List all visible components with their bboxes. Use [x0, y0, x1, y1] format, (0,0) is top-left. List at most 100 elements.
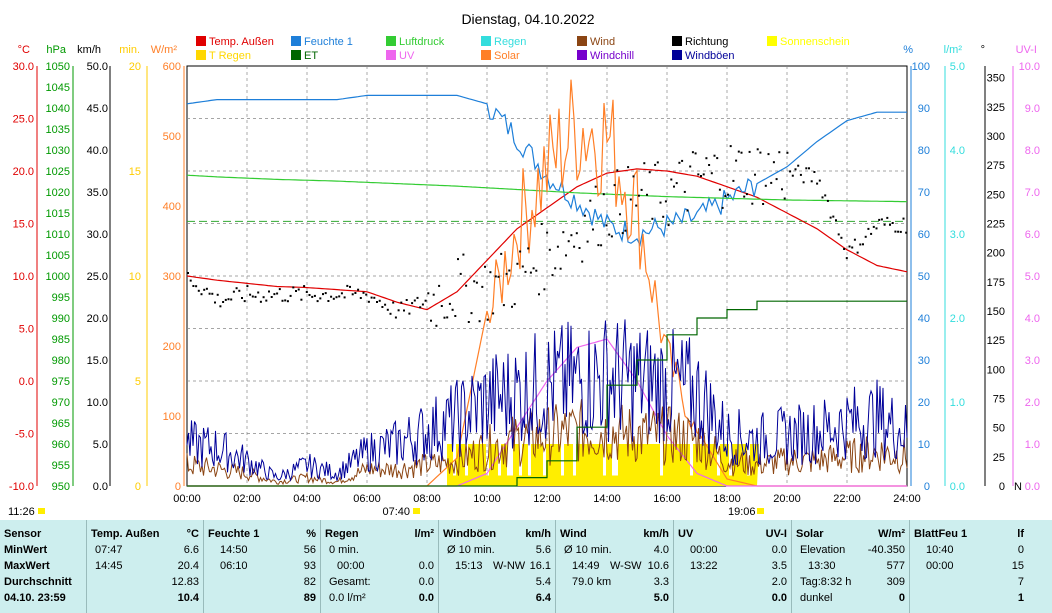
direction-point — [826, 199, 829, 202]
direction-point — [859, 243, 862, 246]
direction-point — [589, 199, 592, 202]
hum-axis-tick: 30 — [918, 355, 930, 367]
temp-max-value: 20.4 — [177, 560, 199, 572]
press-axis-tick: 960 — [52, 439, 70, 451]
time-tick: 08:00 — [413, 493, 441, 505]
uv-max-time: 13:22 — [690, 560, 718, 572]
solar-daylength: Tag:8:32 h — [800, 576, 852, 588]
direction-point — [419, 306, 422, 309]
temp-axis-tick: -5.0 — [15, 429, 34, 441]
direction-point — [281, 299, 284, 302]
direction-point — [521, 265, 524, 268]
direction-point — [667, 224, 670, 227]
direction-point — [400, 301, 403, 304]
direction-point — [583, 214, 586, 217]
direction-point — [362, 291, 365, 294]
hum-min-time: 14:50 — [220, 544, 248, 556]
gust-max-dir: W-NW — [493, 560, 526, 572]
direction-point — [432, 293, 435, 296]
direction-point — [770, 181, 773, 184]
rain-current-label: 0.0 l/m² — [329, 592, 366, 604]
direction-point — [251, 295, 254, 298]
direction-point — [295, 290, 297, 292]
direction-point — [270, 296, 273, 298]
wind-max-time: 14:49 — [572, 560, 600, 572]
direction-point — [659, 201, 662, 204]
plot-series — [186, 79, 908, 487]
direction-point — [219, 305, 222, 308]
solar-header: Solar — [796, 528, 824, 540]
direction-point — [189, 279, 192, 282]
min-axis-tick: 15 — [129, 166, 141, 178]
panel-temp: Temp. Außen °C 07:47 6.6 14:45 20.4 12.83 1… — [87, 520, 204, 613]
direction-point — [808, 167, 810, 170]
direction-point — [624, 229, 627, 232]
direction-point — [853, 238, 856, 241]
wind-axis-tick: 20.0 — [87, 313, 108, 325]
dir-axis-tick: 50 — [993, 423, 1005, 435]
direction-point — [778, 151, 781, 154]
direction-point — [646, 193, 648, 196]
press-axis-tick: 1030 — [46, 145, 70, 157]
direction-point — [662, 215, 665, 218]
rain-duration: 0 min. — [329, 544, 359, 556]
temp-min-time: 07:47 — [95, 544, 123, 556]
direction-point — [214, 301, 216, 304]
legend-label: ET — [304, 50, 318, 62]
direction-point — [629, 198, 632, 201]
direction-point — [691, 151, 694, 154]
direction-point — [335, 296, 338, 299]
dir-axis-tick: 0 — [999, 481, 1005, 493]
direction-point — [367, 300, 370, 303]
direction-point — [729, 145, 732, 148]
direction-point — [389, 312, 392, 315]
dir-axis-tick: 300 — [987, 131, 1005, 143]
hum-header: Feuchte 1 — [208, 528, 260, 540]
direction-point — [605, 224, 608, 227]
direction-point — [851, 246, 854, 249]
direction-point — [781, 188, 783, 191]
legend-label: Richtung — [685, 36, 728, 48]
chart-title: Dienstag, 04.10.2022 — [461, 11, 594, 27]
legend-swatch — [481, 36, 491, 46]
direction-point — [905, 231, 908, 234]
direction-point — [797, 164, 800, 167]
series-et — [187, 300, 907, 487]
direction-point — [365, 293, 368, 296]
rain-total-label: Gesamt: — [329, 576, 371, 588]
temp-unit: °C — [186, 528, 199, 540]
direction-point — [211, 292, 214, 295]
direction-point — [875, 227, 878, 230]
uv-min-value: 0.0 — [771, 544, 787, 556]
direction-point — [632, 175, 635, 178]
temp-axis-tick: 10.0 — [13, 271, 34, 283]
hum-axis-tick: 0 — [924, 481, 930, 493]
min-axis-tick: 5 — [135, 376, 141, 388]
direction-point — [648, 171, 651, 174]
direction-point — [551, 274, 554, 277]
wind-unit: km/h — [643, 528, 669, 540]
direction-point — [862, 243, 864, 246]
direction-point — [192, 285, 195, 287]
uv-avg-value: 2.0 — [771, 576, 787, 588]
direction-point — [465, 284, 468, 287]
uv-axis-tick: 9.0 — [1025, 103, 1040, 115]
press-axis-tick: 1005 — [46, 250, 70, 262]
press-axis-tick: 1020 — [46, 187, 70, 199]
direction-point — [613, 184, 616, 187]
direction-point — [462, 253, 465, 256]
direction-point — [786, 151, 789, 154]
direction-point — [894, 230, 897, 233]
direction-point — [378, 299, 381, 302]
direction-point — [718, 188, 721, 191]
direction-point — [224, 298, 227, 301]
direction-point — [721, 206, 724, 209]
direction-point — [700, 175, 702, 177]
direction-point — [697, 173, 700, 176]
solar-elevation-value: -40.350 — [867, 544, 905, 556]
legend-swatch — [291, 50, 301, 60]
direction-point — [681, 159, 684, 162]
direction-point — [581, 260, 584, 263]
uv-axis-tick: 2.0 — [1025, 397, 1040, 409]
direction-point — [559, 267, 562, 270]
